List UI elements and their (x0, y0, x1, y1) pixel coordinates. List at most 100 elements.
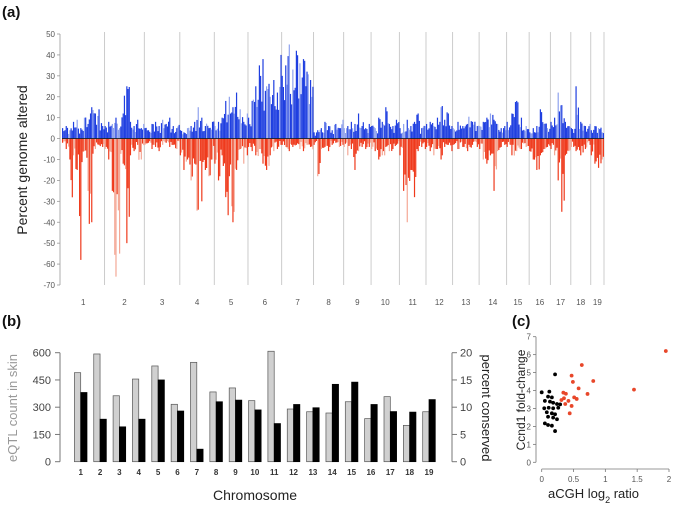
loss-bar (134, 138, 136, 150)
loss-bar (217, 138, 220, 181)
loss-bar (453, 138, 455, 145)
loss-bar (476, 138, 478, 147)
loss-bar (82, 138, 84, 152)
gain-bar (392, 126, 394, 139)
loss-bar (479, 138, 481, 150)
gain-bar (216, 128, 218, 139)
gain-bar (591, 132, 594, 139)
gain-bar (280, 54, 282, 139)
loss-bar (512, 138, 514, 145)
loss-bar (583, 138, 585, 145)
panel-c-chart: 0 1 2 3 4 5 6 7 0 0.5 1 1.5 2 Ccnd1 fold-change aCGH… (514, 333, 672, 505)
black-point (555, 417, 559, 422)
loss-bar (162, 138, 164, 145)
loss-bar (520, 138, 523, 150)
loss-bar (590, 138, 592, 156)
gain-bar (62, 128, 64, 139)
gain-bar (561, 105, 563, 139)
gain-bar (401, 132, 404, 139)
loss-bar (368, 138, 370, 147)
gain-bar (291, 104, 293, 139)
gain-bar (140, 128, 142, 139)
loss-bar (126, 138, 128, 244)
loss-bar (160, 138, 163, 142)
loss-bar (246, 138, 248, 156)
loss-bar (175, 138, 177, 149)
loss-bar (200, 138, 202, 161)
gain-bar (477, 125, 480, 139)
eqtl-count-bar (403, 425, 411, 463)
loss-bar (153, 138, 155, 145)
gain-bar (192, 127, 195, 139)
gain-bar (281, 75, 283, 139)
black-point (547, 389, 552, 394)
loss-bar (103, 138, 105, 144)
gain-bar (234, 106, 236, 139)
gain-bar (100, 123, 103, 139)
loss-bar (519, 138, 521, 150)
loss-bar (214, 138, 216, 164)
gain-bar (353, 131, 355, 139)
loss-bar (487, 138, 489, 161)
a-y-tick-label: -50 (43, 239, 55, 248)
gain-bar (80, 128, 82, 139)
loss-bar (72, 138, 75, 156)
loss-bar (267, 138, 269, 157)
black-point (546, 405, 551, 410)
gain-bar (416, 114, 418, 139)
gain-bar (340, 128, 342, 139)
loss-bar (260, 138, 262, 150)
loss-bar (135, 138, 138, 143)
gain-bar (165, 123, 167, 139)
gain-bar (354, 123, 356, 139)
loss-bar (109, 138, 111, 152)
gain-bar (131, 127, 133, 139)
percent-conserved-bar (235, 399, 243, 463)
gain-bar (274, 106, 276, 139)
eqtl-bars (74, 350, 436, 463)
gain-bar (577, 107, 580, 139)
loss-bar (363, 138, 366, 142)
loss-bar (463, 138, 465, 147)
red-point (663, 349, 668, 353)
loss-bar (582, 138, 584, 153)
loss-bar (92, 138, 94, 154)
gain-bar (530, 133, 532, 139)
gain-bar (170, 132, 172, 139)
loss-bar (421, 138, 423, 147)
loss-bar (165, 138, 167, 143)
gain-bar (278, 109, 280, 139)
loss-bar (62, 138, 64, 143)
a-y-tick-label: 0 (51, 135, 56, 144)
loss-bar (391, 138, 393, 152)
loss-bar (196, 138, 198, 211)
loss-bar (581, 138, 583, 146)
loss-bar (471, 138, 474, 145)
alteration-bars (62, 44, 604, 277)
a-x-tick-label: 7 (295, 298, 300, 307)
gain-bar (351, 128, 354, 139)
loss-bar (180, 138, 183, 153)
gain-bar (435, 129, 437, 139)
gain-bar (158, 126, 160, 139)
loss-bar (312, 138, 314, 150)
loss-bar (403, 138, 405, 191)
gain-bar (68, 133, 70, 139)
gain-bar (359, 127, 361, 139)
loss-bar (179, 138, 181, 156)
c-y-tick-label: 1 (527, 440, 532, 449)
b-x-tick-label: 2 (98, 468, 103, 477)
gain-bar (540, 112, 543, 139)
loss-bar (159, 138, 161, 148)
gain-bar (361, 126, 363, 139)
loss-bar (111, 138, 113, 191)
gain-bar (138, 128, 140, 139)
loss-bar (189, 138, 191, 165)
c-x-tick-label: 1 (603, 475, 608, 484)
a-x-tick-label: 12 (435, 298, 444, 307)
percent-conserved-bar (157, 379, 165, 463)
loss-bar (252, 138, 254, 144)
gain-bar (565, 127, 568, 139)
red-point (585, 392, 590, 396)
gain-bar (273, 80, 275, 139)
